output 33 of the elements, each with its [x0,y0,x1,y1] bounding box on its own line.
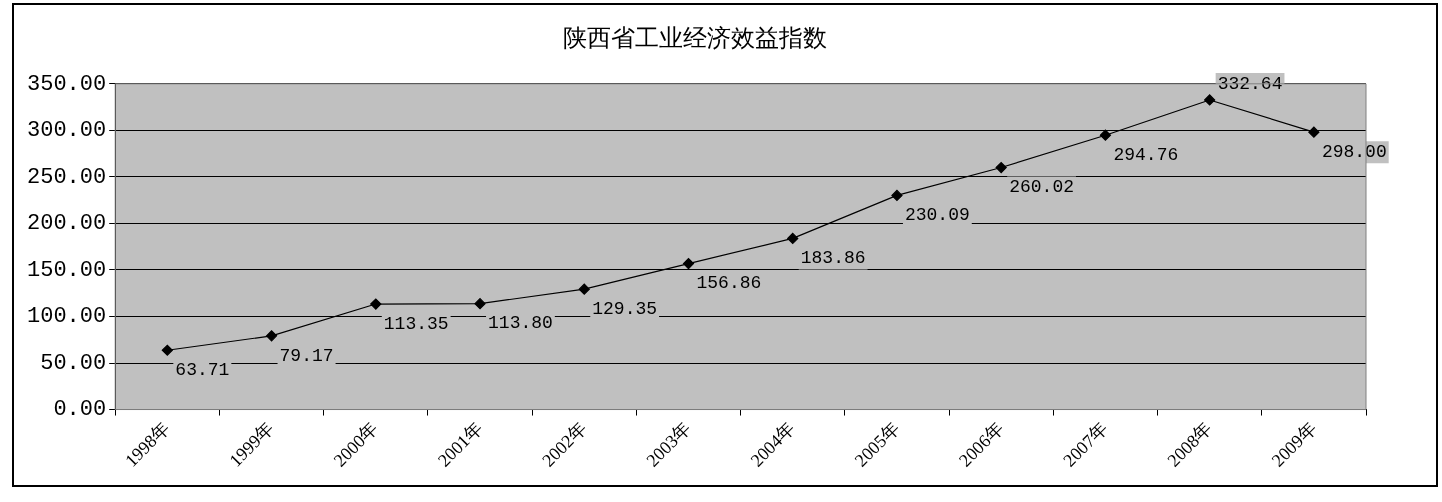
data-label: 298.00 [1321,141,1387,162]
y-tick-label: 350.00 [26,71,107,97]
point [891,189,903,201]
y-tick-label: 100.00 [26,304,107,330]
point [474,298,486,310]
data-label: 79.17 [279,345,334,366]
point [578,283,590,295]
data-label: 63.71 [175,360,230,381]
point [995,161,1007,174]
point [787,232,799,245]
point [1308,126,1320,138]
data-label: 129.35 [592,298,658,319]
y-tick-label: 50.00 [40,350,107,376]
data-label: 294.76 [1113,144,1179,165]
point [265,330,278,342]
y-tick-label: 0.00 [53,397,107,423]
y-tick-label: 300.00 [26,118,107,144]
point [161,344,173,356]
data-label: 156.86 [696,273,762,294]
chart-title: 陕西省工业经济效益指数 [563,24,827,51]
data-label: 332.64 [1217,73,1283,94]
point [1204,94,1216,106]
data-label: 230.09 [904,205,970,226]
data-label: 183.86 [800,248,866,269]
data-label: 113.35 [383,313,449,334]
y-tick-label: 250.00 [26,164,107,190]
point [370,298,382,310]
point [682,257,695,270]
point [1099,129,1112,141]
y-tick-label: 200.00 [26,211,107,237]
y-tick-label: 150.00 [26,257,107,283]
data-label: 113.80 [488,313,553,334]
data-label: 260.02 [1009,177,1074,198]
